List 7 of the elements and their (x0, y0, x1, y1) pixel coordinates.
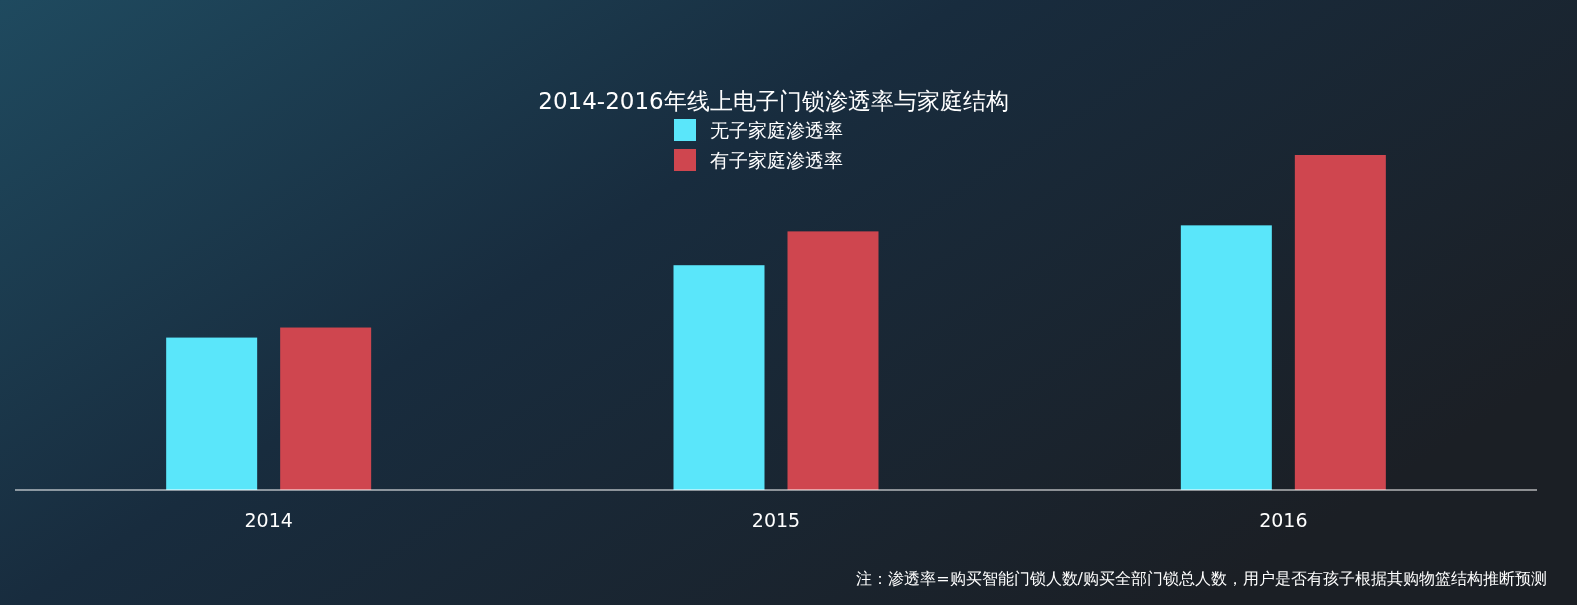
text: 注：渗透率=购买智能门锁人数/购买全部门锁总人数，用户是否有孩子根据其购物篮结构推断预测 (856, 569, 1547, 588)
chart-title: 2014-2016年线上电子门锁渗透率与家庭结构 (538, 88, 1009, 114)
x-tick-label: 2016 (1259, 509, 1308, 531)
legend-label: 无子家庭渗透率 (710, 119, 843, 141)
legend-label: 有子家庭渗透率 (710, 149, 843, 171)
x-tick-label: 2014 (244, 509, 293, 531)
x-tick-label: 2015 (751, 509, 801, 531)
